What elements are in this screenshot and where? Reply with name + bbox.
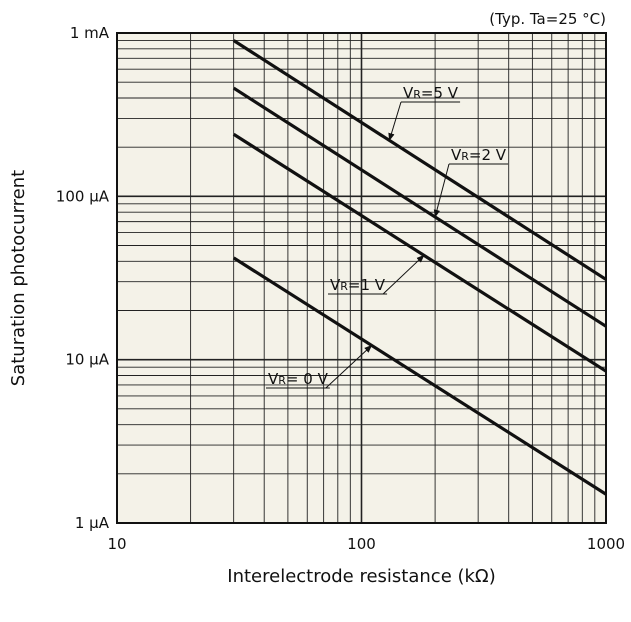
grid bbox=[117, 33, 606, 523]
series-line-4 bbox=[232, 256, 607, 496]
y-tick-label: 10 μA bbox=[65, 351, 109, 369]
series-label-4: VR= 0 V bbox=[268, 370, 329, 388]
label-leader-arrow bbox=[325, 344, 373, 389]
label-leader-arrow bbox=[382, 254, 425, 295]
x-tick-label: 1000 bbox=[587, 535, 625, 553]
y-tick-label: 100 μA bbox=[56, 187, 110, 205]
series-lines bbox=[232, 39, 607, 496]
x-tick-labels: 10 100 1000 bbox=[107, 535, 625, 553]
series-label-1: VR=5 V bbox=[403, 84, 459, 102]
series-line-3 bbox=[232, 132, 607, 373]
y-tick-labels: 1 μA 10 μA 100 μA 1 mA bbox=[56, 24, 110, 532]
series-labels: VR=5 V VR=2 V VR=1 V VR= 0 V bbox=[266, 84, 509, 389]
y-tick-label: 1 mA bbox=[70, 24, 110, 42]
series-line-2 bbox=[232, 86, 607, 328]
label-leader-arrow bbox=[388, 101, 402, 142]
x-tick-label: 100 bbox=[347, 535, 376, 553]
y-tick-label: 1 μA bbox=[75, 514, 110, 532]
series-label-2: VR=2 V bbox=[451, 146, 507, 164]
series-line-1 bbox=[232, 39, 607, 281]
y-axis-label: Saturation photocurrent bbox=[8, 170, 29, 386]
series-label-3: VR=1 V bbox=[330, 276, 386, 294]
label-leader-arrow bbox=[433, 163, 450, 218]
x-axis-label: Interelectrode resistance (kΩ) bbox=[227, 566, 495, 587]
plot-frame bbox=[116, 32, 607, 524]
x-tick-label: 10 bbox=[107, 535, 126, 553]
conditions-note: (Typ. Ta=25 °C) bbox=[489, 10, 606, 28]
